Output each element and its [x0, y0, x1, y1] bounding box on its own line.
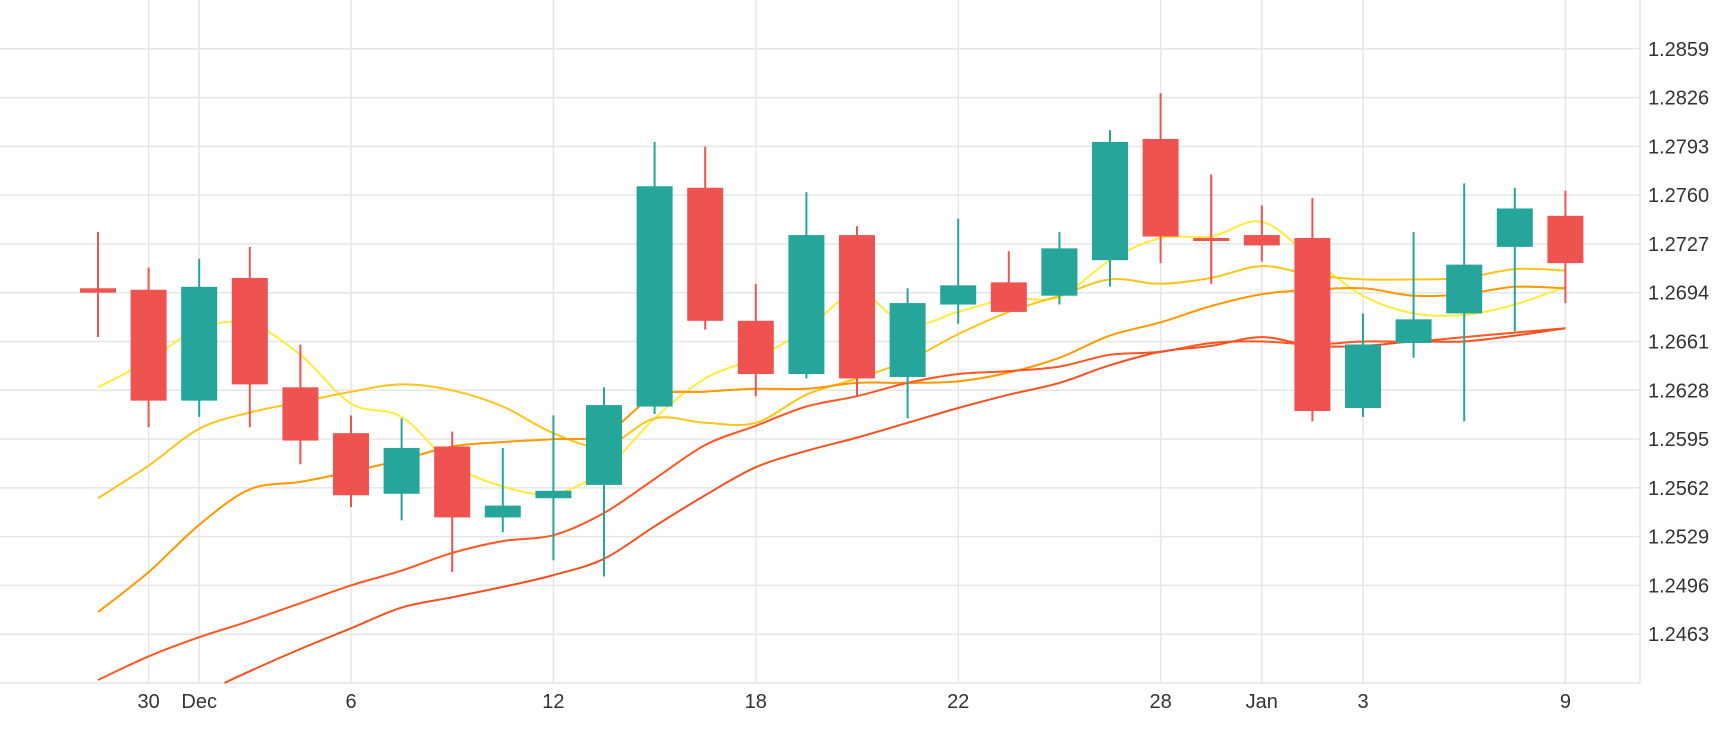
axes: 1.2463 1.2496 1.2529 1.2562 1.2595 1.2628 1.26…: [137, 39, 1709, 713]
candle: [1395, 232, 1432, 358]
candle-body: [1193, 238, 1230, 242]
candle: [839, 226, 875, 397]
candle: [1294, 198, 1331, 422]
candle-body: [940, 285, 977, 305]
candles: [80, 93, 1584, 577]
candle: [1496, 187, 1533, 332]
x-tick-label: Dec: [181, 691, 217, 713]
candle-body: [687, 187, 724, 321]
moving-average-line-3: [97, 285, 1566, 613]
candle: [586, 387, 622, 577]
candle-body: [839, 235, 875, 379]
candle: [231, 246, 268, 428]
candle: [1446, 183, 1483, 422]
candle-body: [1395, 319, 1432, 343]
candle: [687, 146, 724, 330]
candle: [1041, 232, 1078, 305]
y-tick-label: 1.2496: [1648, 575, 1709, 597]
candle-body: [535, 490, 572, 499]
candle: [1193, 174, 1230, 284]
candle-body: [130, 289, 167, 401]
candle-body: [282, 387, 319, 441]
x-tick-label: 30: [137, 691, 159, 713]
candle-body: [333, 433, 369, 496]
candle: [1142, 93, 1179, 264]
x-tick-label: 12: [542, 691, 564, 713]
y-tick-label: 1.2760: [1648, 185, 1709, 207]
moving-averages: [97, 220, 1566, 684]
candle: [130, 267, 167, 428]
y-tick-label: 1.2562: [1648, 478, 1709, 500]
candle: [80, 232, 116, 338]
candle-body: [636, 186, 673, 407]
candle-body: [434, 446, 471, 518]
candle-body: [181, 286, 218, 401]
candle-body: [80, 288, 116, 293]
y-tick-label: 1.2727: [1648, 234, 1709, 256]
x-tick-label: 22: [947, 691, 969, 713]
x-tick-label: 9: [1560, 691, 1571, 713]
candle: [535, 415, 572, 561]
moving-average-line-5: [224, 327, 1566, 684]
candle-body: [1496, 208, 1533, 247]
candle-body: [1041, 248, 1078, 296]
candle-body: [383, 447, 420, 494]
x-tick-label: 6: [345, 691, 356, 713]
y-tick-label: 1.2694: [1648, 283, 1709, 305]
y-tick-label: 1.2595: [1648, 429, 1709, 451]
candle-body: [1092, 141, 1128, 261]
candle-body: [231, 277, 268, 385]
candle: [383, 418, 420, 521]
candle: [1547, 190, 1584, 304]
y-tick-label: 1.2661: [1648, 332, 1709, 354]
candle-body: [788, 235, 825, 375]
candle: [940, 218, 977, 324]
y-tick-label: 1.2628: [1648, 380, 1709, 402]
x-tick-label: 3: [1357, 691, 1368, 713]
candle-body: [484, 505, 521, 518]
candle: [333, 415, 369, 508]
candle-body: [737, 320, 774, 375]
y-tick-label: 1.2463: [1648, 624, 1709, 646]
candle: [434, 431, 471, 573]
x-tick-label: Jan: [1246, 691, 1278, 713]
candle: [889, 288, 926, 419]
candle-body: [1345, 344, 1381, 409]
candle-body: [586, 405, 622, 485]
candle: [636, 141, 673, 414]
y-tick-label: 1.2859: [1648, 39, 1709, 61]
candle: [737, 283, 774, 397]
x-tick-label: 28: [1149, 691, 1171, 713]
candle-body: [990, 282, 1027, 312]
candle: [1345, 313, 1381, 417]
y-tick-label: 1.2529: [1648, 527, 1709, 549]
y-tick-label: 1.2826: [1648, 88, 1709, 110]
candle-body: [1294, 238, 1331, 411]
candle: [282, 344, 319, 465]
candle: [1243, 205, 1280, 262]
y-tick-label: 1.2793: [1648, 136, 1709, 158]
candle: [181, 258, 218, 417]
candle-body: [1243, 235, 1280, 246]
candle-body: [889, 303, 926, 377]
candle-body: [1547, 215, 1584, 264]
candle: [990, 251, 1027, 312]
candle: [484, 447, 521, 533]
candle: [1092, 130, 1128, 287]
candle-body: [1446, 264, 1483, 314]
candle: [788, 192, 825, 379]
x-tick-label: 18: [745, 691, 767, 713]
candle-body: [1142, 138, 1179, 237]
